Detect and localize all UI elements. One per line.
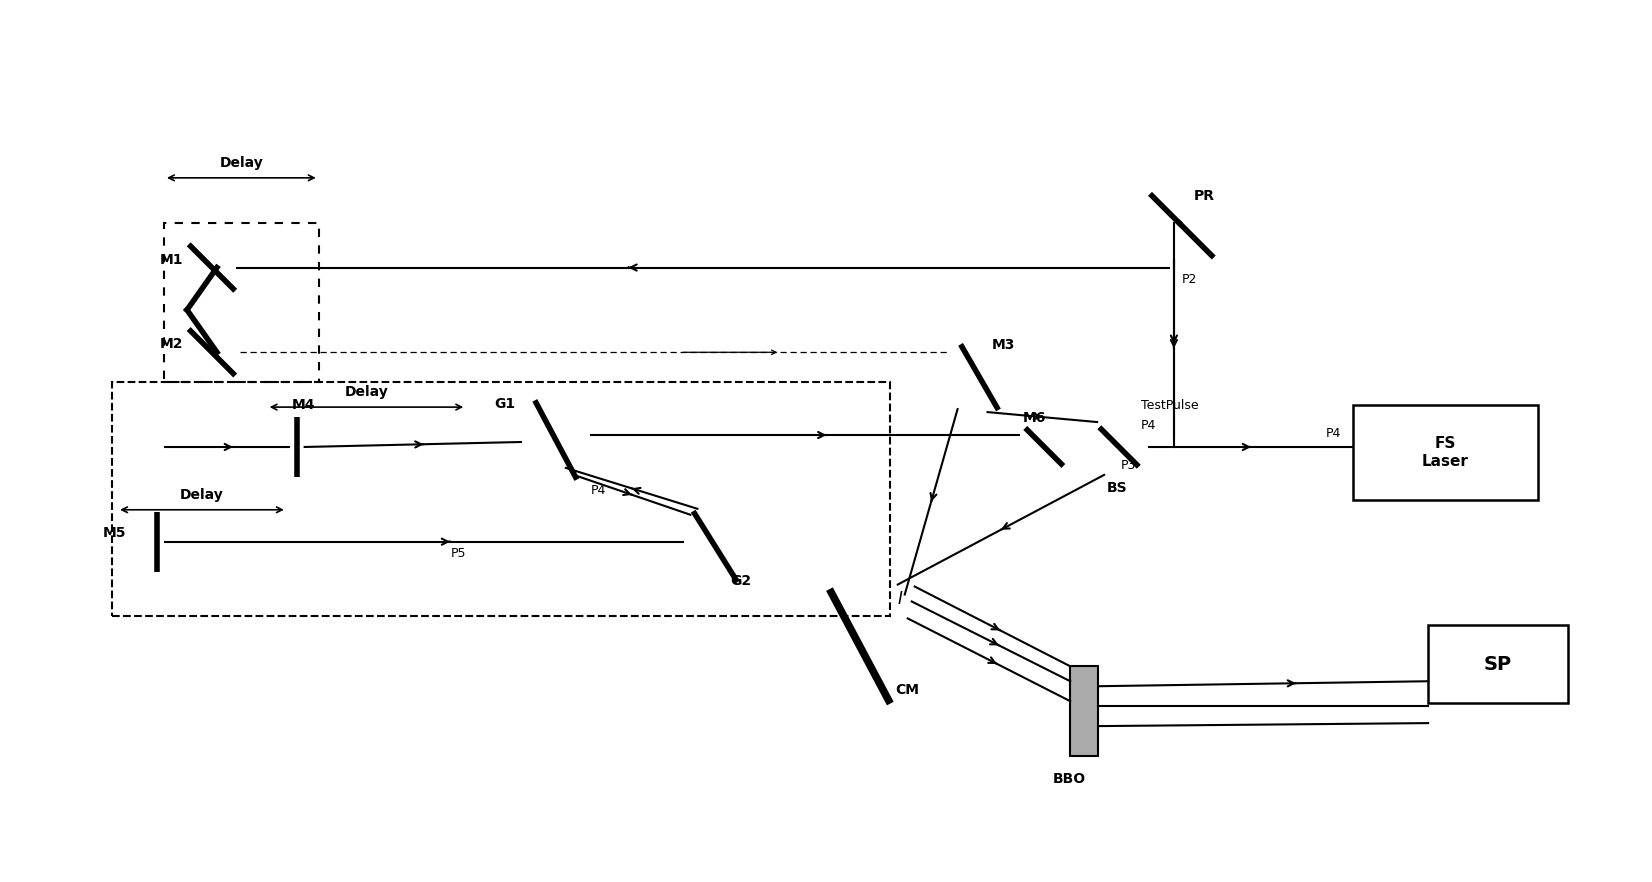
- Text: BS: BS: [1107, 481, 1128, 495]
- Text: Delay: Delay: [180, 488, 225, 502]
- Text: M4: M4: [292, 398, 316, 412]
- Bar: [1070, 666, 1099, 756]
- Text: I: I: [897, 590, 902, 609]
- Text: P5: P5: [451, 547, 466, 560]
- Text: G1: G1: [494, 397, 515, 411]
- Text: M5: M5: [102, 526, 126, 540]
- Text: P4: P4: [1142, 419, 1156, 432]
- Text: M1: M1: [160, 252, 183, 266]
- Text: Delay: Delay: [220, 156, 263, 170]
- Text: TestPulse: TestPulse: [1142, 399, 1199, 412]
- Text: P2: P2: [1181, 273, 1198, 286]
- Bar: [1353, 405, 1538, 500]
- Text: Delay: Delay: [345, 385, 388, 400]
- Text: M3: M3: [991, 339, 1014, 352]
- Text: P4: P4: [1327, 427, 1341, 440]
- Text: FS
Laser: FS Laser: [1422, 437, 1469, 468]
- Text: M2: M2: [160, 337, 183, 351]
- Text: P3: P3: [1122, 459, 1137, 472]
- Text: SP: SP: [1483, 654, 1512, 674]
- Text: PR: PR: [1194, 189, 1214, 203]
- Text: BBO: BBO: [1052, 772, 1085, 786]
- Text: M6: M6: [1023, 411, 1046, 425]
- Text: P4: P4: [591, 484, 606, 497]
- Text: G2: G2: [730, 573, 752, 587]
- Text: CM: CM: [895, 684, 919, 697]
- Bar: [1427, 625, 1568, 703]
